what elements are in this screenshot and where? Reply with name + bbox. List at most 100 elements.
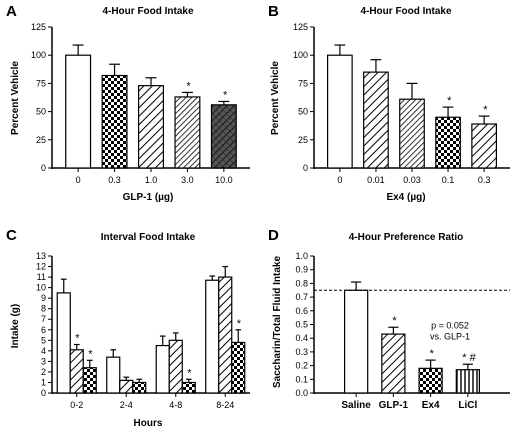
panel-c-ylabel: Intake (g) (10, 304, 21, 348)
panel-a-label: A (6, 3, 17, 20)
panel-a-bar (65, 54, 92, 169)
panel-d-bar (418, 367, 443, 394)
panel-c-significance-mark: * (75, 333, 80, 345)
panel-b-x-tick-label: 0.3 (478, 175, 491, 185)
panel-c-bar (69, 349, 84, 394)
panel-c-bar (132, 381, 147, 394)
panel-a-bar (138, 85, 164, 169)
panel-b-bar (471, 123, 497, 169)
panel-c-x-tick-label: 4-8 (169, 400, 182, 410)
panel-c-bar (168, 339, 183, 394)
panel-a-y-tick-label: 50 (36, 107, 46, 117)
panel-a-ylabel: Percent Vehicle (10, 61, 21, 135)
panel-c-bar (106, 356, 121, 394)
panel-b-x-tick-label: 0.01 (367, 175, 385, 185)
panel-c-y-tick-label: 7 (41, 314, 46, 324)
panel-a-bar (210, 104, 237, 169)
panel-c-y-tick-label: 1 (41, 377, 46, 387)
panel-a-y-tick-label: 25 (36, 135, 46, 145)
panel-d-x-tick-label: Saline (341, 400, 371, 411)
panel-b-y-tick-label: 25 (298, 135, 308, 145)
panel-d-y-tick-label: 0.1 (295, 374, 308, 384)
panel-a-xlabel: GLP-1 (µg) (123, 192, 174, 203)
panel-b-bar (399, 98, 425, 169)
panel-c-bar (82, 367, 97, 394)
panel-b-xlabel: Ex4 (µg) (386, 192, 425, 203)
panel-c-y-tick-label: 11 (37, 272, 46, 282)
panel-d-x-tick-label: LiCl (458, 400, 477, 411)
panel-a-x-tick-label: 0 (76, 175, 81, 185)
panel-a-y-tick-label: 100 (31, 50, 46, 60)
panel-b-bar (435, 116, 461, 169)
panel-d-bar (343, 289, 369, 394)
panel-c-bar (231, 341, 246, 394)
panel-b-y-tick-label: 100 (293, 50, 308, 60)
panel-c-significance-mark: * (88, 348, 93, 360)
panel-a-y-tick-label: 75 (36, 78, 46, 88)
panel-c-y-tick-label: 12 (36, 262, 46, 272)
panel-d-title: 4-Hour Preference Ratio (349, 232, 463, 243)
panel-b-y-tick-label: 0 (303, 163, 308, 173)
panel-d-p-value-note: vs. GLP-1 (430, 332, 470, 342)
panel-a-y-tick-label: 125 (31, 22, 46, 32)
panel-b-significance-mark: * (483, 104, 488, 116)
panel-d-x-tick-label: GLP-1 (379, 400, 409, 411)
panel-d-y-tick-label: 0.4 (295, 333, 308, 343)
panel-d-y-tick-label: 1.0 (295, 251, 308, 261)
panel-c-x-tick-label: 0-2 (70, 400, 83, 410)
panel-b-x-tick-label: 0.03 (403, 175, 421, 185)
panel-b-ylabel: Percent Vehicle (270, 61, 281, 135)
panel-c-significance-mark: * (187, 367, 192, 379)
panel-a-x-tick-label: 10.0 (215, 175, 233, 185)
panel-d-y-tick-label: 0.3 (295, 347, 308, 357)
panel-b-label: B (268, 3, 279, 20)
panel-b-x-tick-label: 0 (337, 175, 342, 185)
panel-d-label: D (268, 227, 279, 244)
panel-c-y-tick-label: 13 (36, 251, 46, 261)
panel-c-label: C (6, 227, 17, 244)
panel-d-significance-mark: * (392, 315, 397, 327)
panel-b-x-tick-label: 0.1 (442, 175, 455, 185)
panel-c-bar (181, 381, 196, 394)
panel-c-title: Interval Food Intake (101, 232, 196, 243)
panel-a-y-tick-label: 0 (41, 163, 46, 173)
panel-c-y-tick-label: 3 (41, 356, 46, 366)
panel-c-bar (205, 279, 220, 394)
panel-d-y-tick-label: 0.0 (295, 388, 308, 398)
panel-a-bar (174, 96, 201, 169)
panel-a-x-tick-label: 3.0 (181, 175, 194, 185)
panel-c-bar (119, 379, 134, 394)
panel-c-x-tick-label: 2-4 (120, 400, 133, 410)
panel-c-y-tick-label: 4 (41, 346, 46, 356)
panel-d-y-tick-label: 0.8 (295, 278, 308, 288)
panel-d-bar (455, 369, 481, 394)
panel-c-y-tick-label: 10 (36, 283, 46, 293)
panel-c-y-tick-label: 9 (41, 293, 46, 303)
panel-c-y-tick-label: 8 (41, 304, 46, 314)
panel-c-y-tick-label: 5 (41, 335, 46, 345)
panel-b-bar (363, 71, 389, 169)
panel-d-y-tick-label: 0.6 (295, 306, 308, 316)
panel-d-bar (381, 333, 406, 394)
panel-b-title: 4-Hour Food Intake (360, 6, 452, 17)
panel-a-bar (101, 74, 128, 169)
panel-c-y-tick-label: 6 (41, 325, 46, 335)
panel-c-significance-mark: * (237, 318, 242, 330)
panel-d-y-tick-label: 0.7 (295, 292, 308, 302)
panel-c-y-tick-label: 0 (41, 388, 46, 398)
panel-c-y-tick-label: 2 (41, 367, 46, 377)
panel-a-x-tick-label: 1.0 (145, 175, 158, 185)
panel-c-x-tick-label: 8-24 (216, 400, 234, 410)
panel-a-significance-mark: * (223, 89, 228, 101)
panel-b-bar (327, 54, 353, 169)
panel-c-bar (218, 276, 233, 394)
panel-d-ylabel: Saccharin/Total Fluid Intake (272, 256, 283, 389)
panel-b-significance-mark: * (447, 95, 452, 107)
panel-a-significance-mark: * (187, 80, 192, 92)
panel-d-y-tick-label: 0.5 (295, 320, 308, 330)
panel-d-x-tick-label: Ex4 (422, 400, 440, 411)
panel-c-xlabel: Hours (134, 418, 163, 429)
panel-a-title: 4-Hour Food Intake (102, 6, 194, 17)
